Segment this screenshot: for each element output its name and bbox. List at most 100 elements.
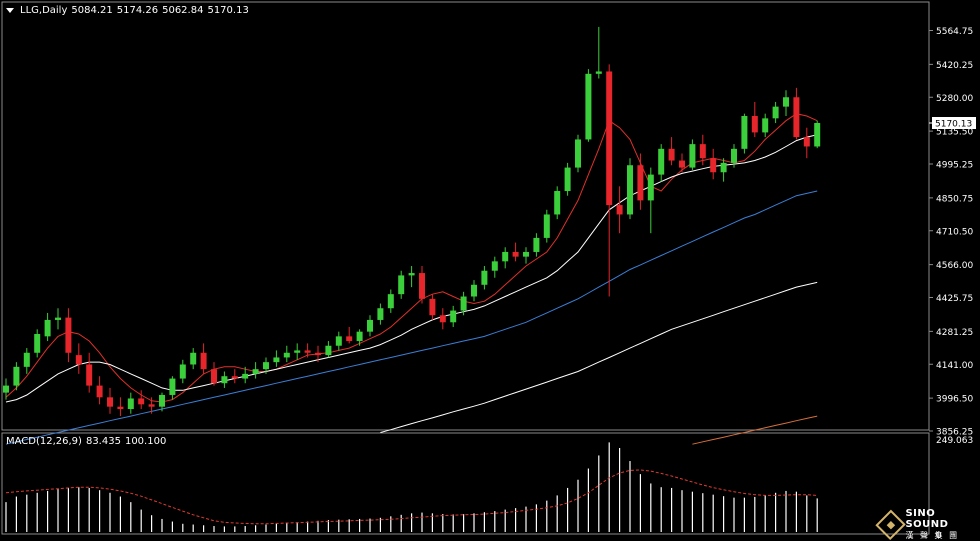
current-price-marker: 5170.13 bbox=[929, 117, 976, 130]
candle-body bbox=[3, 385, 9, 393]
candle-body bbox=[699, 144, 706, 159]
candle-body bbox=[658, 148, 665, 175]
candle-body bbox=[595, 71, 602, 74]
candle-body bbox=[419, 273, 425, 299]
candle bbox=[315, 345, 321, 363]
candle bbox=[252, 362, 259, 379]
close-value: 5170.13 bbox=[207, 5, 249, 16]
candle bbox=[169, 376, 176, 400]
candle-body bbox=[533, 237, 540, 252]
ma-line-5 bbox=[5, 113, 818, 403]
candle-body bbox=[554, 191, 561, 215]
candle-body bbox=[34, 334, 41, 353]
candle bbox=[512, 242, 519, 262]
price-tick-label: 4425.75 bbox=[936, 294, 973, 304]
candle-body bbox=[242, 373, 249, 379]
candle bbox=[96, 376, 103, 405]
candle bbox=[741, 113, 748, 154]
candle bbox=[585, 69, 592, 142]
candle bbox=[419, 266, 425, 304]
candle bbox=[731, 144, 737, 168]
candle bbox=[356, 329, 363, 346]
candle-body bbox=[75, 355, 82, 365]
candle bbox=[117, 397, 124, 417]
candle bbox=[783, 90, 789, 117]
candle bbox=[481, 266, 488, 290]
candle bbox=[127, 392, 134, 414]
candle bbox=[304, 343, 311, 358]
macd-signal-line bbox=[5, 469, 818, 525]
candle-body bbox=[398, 275, 405, 295]
dropdown-triangle-icon[interactable] bbox=[6, 8, 14, 13]
candle bbox=[44, 312, 51, 342]
symbol-label: LLG,Daily bbox=[20, 5, 68, 16]
open-value: 5084.21 bbox=[71, 5, 113, 16]
candle bbox=[65, 308, 72, 363]
candle bbox=[273, 350, 280, 367]
ma-line-20 bbox=[5, 134, 818, 403]
candle-body bbox=[543, 214, 550, 238]
candle-body bbox=[96, 385, 103, 398]
macd-panel-border bbox=[1, 432, 930, 535]
candle-body bbox=[294, 350, 301, 353]
price-tick-label: 4281.25 bbox=[936, 328, 973, 338]
candle bbox=[647, 167, 654, 234]
candle bbox=[814, 120, 821, 149]
candle bbox=[699, 134, 706, 166]
candle-body bbox=[148, 404, 155, 407]
candle bbox=[710, 148, 717, 180]
price-tick-label: 5420.25 bbox=[936, 61, 973, 71]
candle-body bbox=[252, 369, 259, 374]
candle bbox=[606, 64, 613, 297]
candle bbox=[772, 101, 779, 124]
candle-body bbox=[772, 106, 779, 119]
brand-name-cn: 漢 聲 集 團 bbox=[905, 531, 960, 540]
candle bbox=[751, 101, 758, 138]
candle-body bbox=[190, 352, 197, 365]
current-price-box bbox=[932, 117, 976, 130]
candle-body bbox=[491, 261, 498, 271]
candle bbox=[627, 158, 633, 220]
candle-body bbox=[200, 352, 207, 370]
candle bbox=[335, 331, 342, 351]
candle bbox=[533, 233, 540, 257]
candle-body bbox=[585, 73, 592, 140]
candle-body bbox=[751, 116, 758, 133]
candle-body bbox=[263, 362, 269, 370]
macd-max-label: 249.063 bbox=[936, 436, 973, 446]
price-tick-label: 5564.75 bbox=[936, 27, 973, 37]
candle bbox=[138, 390, 145, 410]
candle-body bbox=[606, 71, 613, 206]
price-tick-label: 3856.25 bbox=[936, 428, 973, 438]
candle bbox=[595, 26, 602, 79]
ma-line-250 bbox=[692, 415, 818, 445]
candle bbox=[543, 209, 550, 243]
candle-body bbox=[575, 139, 581, 168]
candle bbox=[159, 392, 165, 412]
ma-line-120 bbox=[380, 281, 818, 433]
candle-body bbox=[647, 174, 654, 201]
candle bbox=[658, 144, 665, 182]
candle-body bbox=[564, 167, 571, 192]
candle-body bbox=[731, 148, 737, 163]
candle bbox=[221, 371, 228, 388]
candle bbox=[429, 294, 436, 320]
price-tick-label: 4850.75 bbox=[936, 194, 973, 204]
candle bbox=[377, 303, 384, 325]
candle bbox=[408, 266, 415, 288]
candle-body bbox=[273, 357, 280, 363]
candle-body bbox=[512, 251, 519, 257]
candle-body bbox=[439, 315, 446, 323]
candle-body bbox=[107, 397, 113, 407]
candle-body bbox=[679, 160, 685, 168]
candle-body bbox=[481, 270, 488, 285]
brand-watermark: SINO SOUND 漢 聲 集 團 bbox=[875, 508, 980, 541]
candle-body bbox=[783, 97, 789, 107]
chart-header: LLG,Daily 5084.21 5174.26 5062.84 5170.1… bbox=[6, 5, 249, 16]
candle bbox=[398, 270, 405, 299]
macd-main-value: 83.435 bbox=[85, 436, 121, 447]
candle bbox=[200, 343, 207, 374]
candle bbox=[803, 127, 810, 159]
brand-logo-icon bbox=[875, 509, 907, 540]
